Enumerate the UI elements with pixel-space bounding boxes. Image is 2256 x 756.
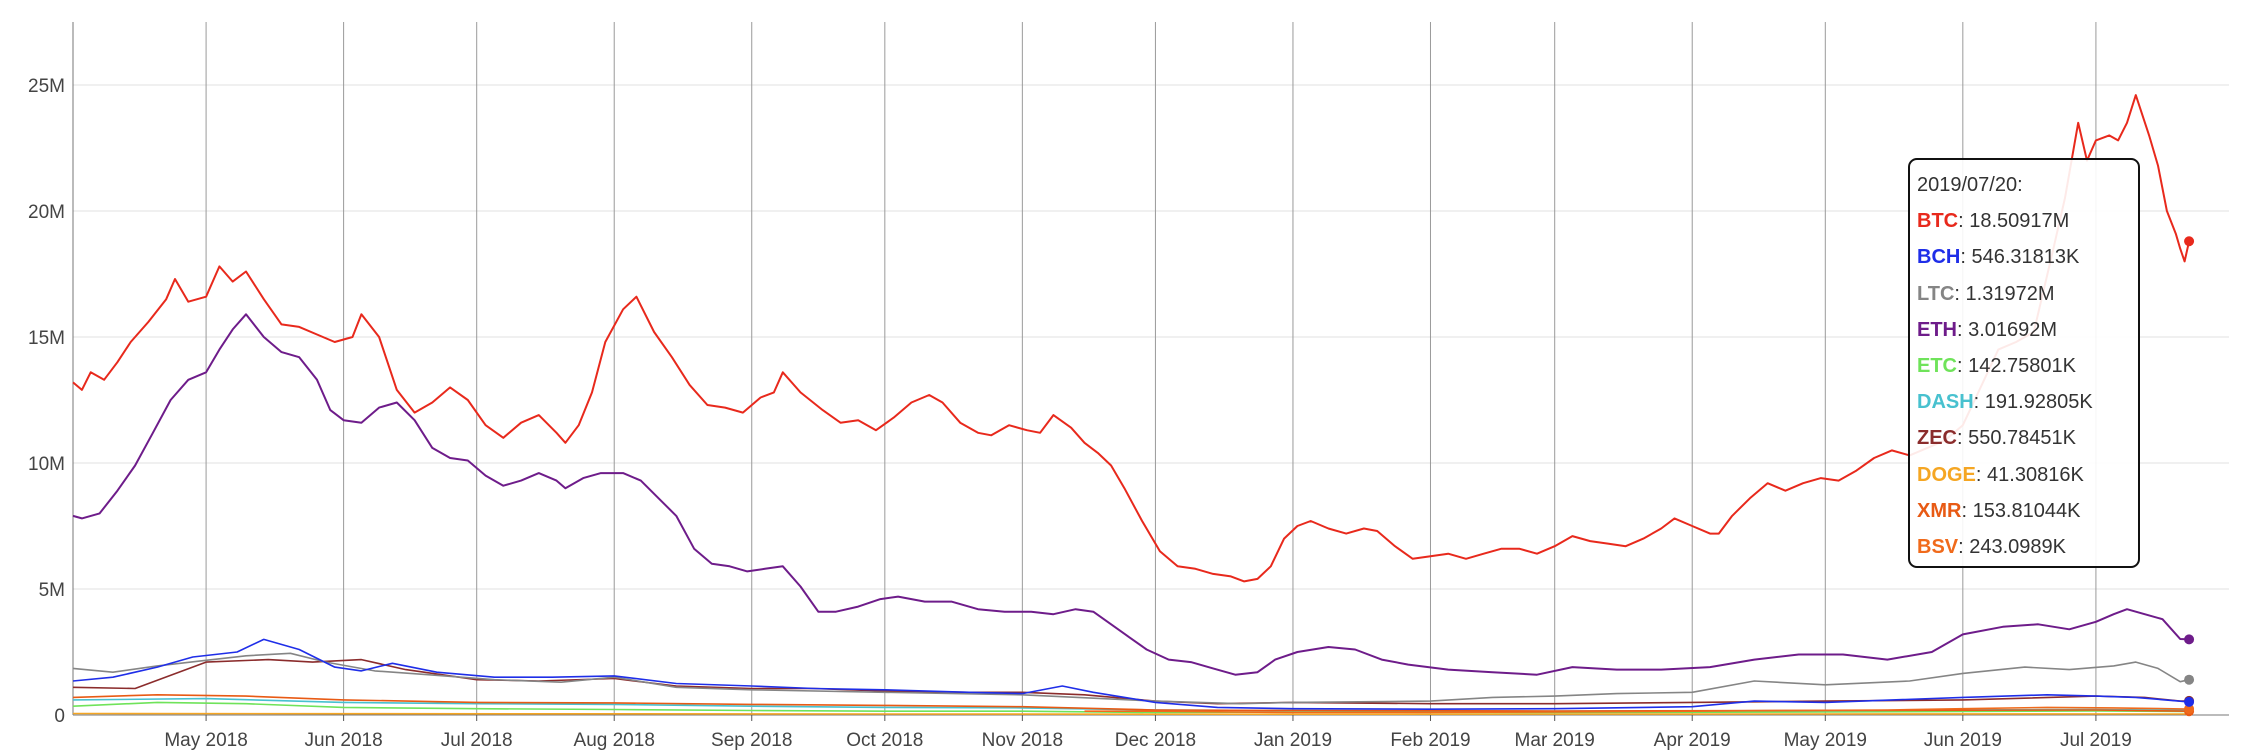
tooltip-series-name: DOGE xyxy=(1917,463,1976,486)
tooltip-series-value: : 18.50917M xyxy=(1958,210,2070,233)
tooltip-row: ZEC: 550.78451K xyxy=(1917,423,2138,459)
tooltip-row: XMR: 153.81044K xyxy=(1917,496,2138,532)
tooltip-series-value: : 546.31813K xyxy=(1960,246,2080,269)
tooltip-row: BSV: 243.0989K xyxy=(1917,532,2138,568)
x-tick-label: Feb 2019 xyxy=(1390,730,1470,751)
x-tick-label: Jun 2019 xyxy=(1924,730,2002,751)
chart-axes xyxy=(72,22,2229,716)
tooltip-series-name: ETH xyxy=(1917,318,1957,341)
y-tick-label: 25M xyxy=(28,76,65,97)
x-tick-label: Dec 2018 xyxy=(1115,730,1196,751)
x-tick-label: Aug 2018 xyxy=(574,730,655,751)
y-tick-label: 15M xyxy=(28,328,65,349)
series-line-eth xyxy=(72,313,2190,676)
tooltip-row: DASH: 191.92805K xyxy=(1917,387,2138,423)
x-tick-label: Apr 2019 xyxy=(1654,730,1731,751)
y-tick-label: 20M xyxy=(28,202,65,223)
tooltip-series-value: : 191.92805K xyxy=(1973,391,2093,414)
y-tick-label: 0 xyxy=(54,706,65,727)
tooltip-series-value: : 142.75801K xyxy=(1957,354,2076,377)
x-tick-label: Jun 2018 xyxy=(305,730,383,751)
x-tick-label: Mar 2019 xyxy=(1515,730,1595,751)
tooltip-series-name: ETC xyxy=(1917,354,1957,377)
y-tick-label: 5M xyxy=(39,580,65,601)
series-line-doge xyxy=(72,712,2190,715)
tooltip-row: ETH: 3.01692M xyxy=(1917,315,2138,351)
tooltip-row: BCH: 546.31813K xyxy=(1917,242,2138,278)
x-tick-label: May 2019 xyxy=(1784,730,1867,751)
tooltip-series-value: : 153.81044K xyxy=(1961,499,2081,522)
series-line-ltc xyxy=(72,652,2190,705)
tooltip-row: BTC: 18.50917M xyxy=(1917,206,2138,242)
x-tick-label: May 2018 xyxy=(164,730,247,751)
tooltip-series-name: DASH xyxy=(1917,391,1974,414)
tooltip-row: ETC: 142.75801K xyxy=(1917,351,2138,387)
series-end-marker-bch xyxy=(2184,696,2195,707)
tooltip-row: DOGE: 41.30816K xyxy=(1917,460,2138,496)
y-tick-label: 10M xyxy=(28,454,65,475)
series-end-marker-btc xyxy=(2184,236,2195,247)
x-tick-label: Nov 2018 xyxy=(982,730,1063,751)
tooltip-rows: BTC: 18.50917M BCH: 546.31813K LTC: 1.3197… xyxy=(1917,206,2138,568)
chart-grid xyxy=(73,22,2229,715)
tooltip-series-value: : 1.31972M xyxy=(1954,282,2055,305)
series-line-btc xyxy=(72,94,2191,583)
x-tick-label: Jan 2019 xyxy=(1254,730,1332,751)
tooltip-series-value: : 3.01692M xyxy=(1957,318,2058,341)
series-end-marker-eth xyxy=(2184,634,2195,645)
series-line-etc xyxy=(72,701,2190,714)
tooltip-series-name: ZEC xyxy=(1917,427,1957,450)
series-line-bsv xyxy=(1084,706,2190,714)
chart-tooltip: 2019/07/20: BTC: 18.50917M BCH: 546.31813… xyxy=(1908,158,2140,568)
tooltip-series-value: : 550.78451K xyxy=(1957,427,2076,450)
series-end-marker-bsv xyxy=(2184,703,2195,714)
series-line-zec xyxy=(72,658,2190,705)
chart-series xyxy=(72,94,2195,717)
tooltip-series-value: : 243.0989K xyxy=(1958,535,2066,558)
tooltip-series-name: BTC xyxy=(1917,210,1959,233)
x-tick-label: Oct 2018 xyxy=(846,730,923,751)
x-tick-label: Jul 2018 xyxy=(441,730,513,751)
tooltip-date: 2019/07/20: xyxy=(1917,174,2023,196)
series-line-xmr xyxy=(72,694,2190,712)
tooltip-row: LTC: 1.31972M xyxy=(1917,279,2138,315)
tooltip-series-name: BCH xyxy=(1917,246,1961,269)
series-line-bch xyxy=(72,638,2190,710)
tooltip-series-name: LTC xyxy=(1917,282,1955,305)
chart-ticks: 0 5M 10M 15M 20M 25M May 2018 Jun 2018 Jul 2018 A… xyxy=(28,76,2132,751)
tooltip-series-name: XMR xyxy=(1917,499,1962,522)
tooltip-series-name: BSV xyxy=(1917,535,1959,558)
series-end-marker-ltc xyxy=(2184,674,2195,685)
x-tick-label: Sep 2018 xyxy=(711,730,792,751)
tooltip-series-value: : 41.30816K xyxy=(1975,463,2084,486)
x-tick-label: Jul 2019 xyxy=(2060,730,2132,751)
